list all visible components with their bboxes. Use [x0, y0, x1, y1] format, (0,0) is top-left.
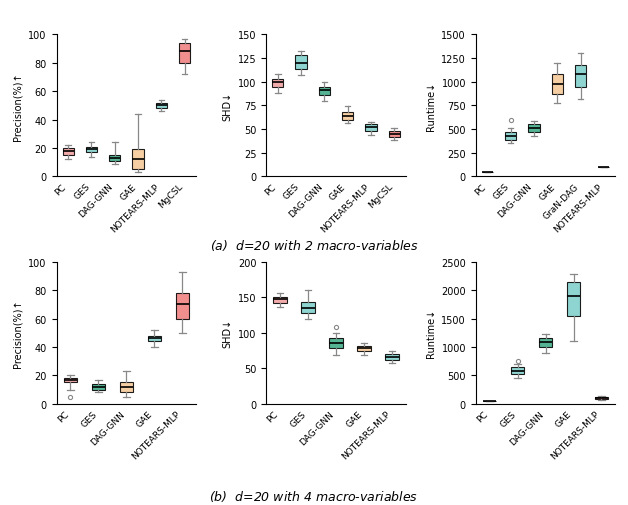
- PathPatch shape: [505, 133, 516, 140]
- PathPatch shape: [273, 297, 287, 304]
- Y-axis label: Runtime↓: Runtime↓: [426, 309, 436, 358]
- PathPatch shape: [539, 338, 552, 347]
- Text: (b)  $d$=20 with 4 macro-variables: (b) $d$=20 with 4 macro-variables: [210, 488, 418, 503]
- Y-axis label: Precision(%)↑: Precision(%)↑: [13, 299, 23, 367]
- PathPatch shape: [595, 397, 608, 399]
- PathPatch shape: [551, 75, 563, 95]
- Y-axis label: SHD↓: SHD↓: [222, 319, 232, 348]
- PathPatch shape: [156, 104, 167, 109]
- PathPatch shape: [120, 383, 133, 393]
- PathPatch shape: [92, 384, 105, 390]
- PathPatch shape: [148, 336, 161, 341]
- PathPatch shape: [86, 147, 97, 153]
- Text: (a)  $d$=20 with 2 macro-variables: (a) $d$=20 with 2 macro-variables: [210, 238, 418, 253]
- PathPatch shape: [365, 125, 377, 132]
- PathPatch shape: [575, 66, 586, 88]
- PathPatch shape: [295, 56, 306, 70]
- PathPatch shape: [329, 339, 343, 348]
- PathPatch shape: [179, 44, 190, 64]
- PathPatch shape: [389, 132, 400, 137]
- Y-axis label: SHD↓: SHD↓: [222, 91, 232, 121]
- PathPatch shape: [109, 156, 121, 162]
- Y-axis label: Runtime↓: Runtime↓: [426, 82, 436, 131]
- PathPatch shape: [511, 368, 524, 375]
- PathPatch shape: [342, 113, 353, 120]
- PathPatch shape: [528, 125, 539, 133]
- PathPatch shape: [357, 346, 371, 351]
- PathPatch shape: [319, 87, 330, 96]
- PathPatch shape: [176, 293, 189, 319]
- PathPatch shape: [272, 80, 283, 87]
- PathPatch shape: [567, 282, 580, 316]
- Y-axis label: Precision(%)↑: Precision(%)↑: [13, 72, 23, 140]
- PathPatch shape: [64, 378, 77, 383]
- PathPatch shape: [133, 150, 144, 170]
- PathPatch shape: [63, 149, 73, 156]
- PathPatch shape: [301, 302, 315, 313]
- PathPatch shape: [385, 355, 399, 360]
